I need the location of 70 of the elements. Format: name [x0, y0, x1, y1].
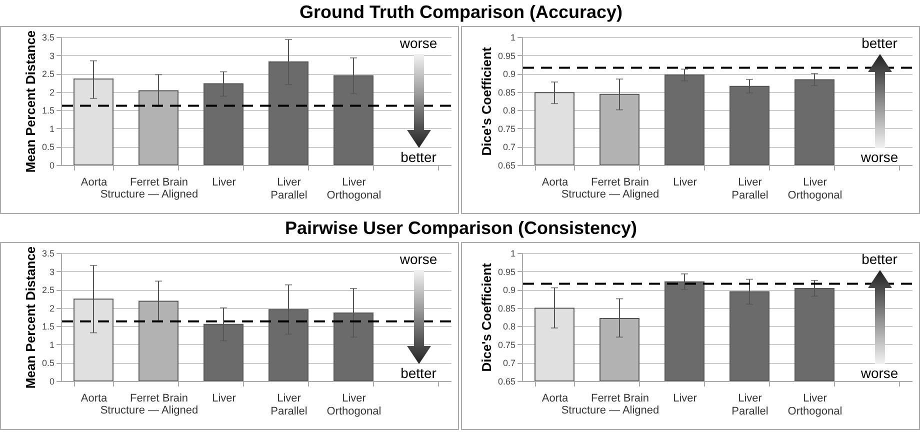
x-tick-label: Liver Parallel: [732, 176, 768, 202]
x-tick-label: Ferret Brain: [590, 176, 650, 188]
y-tick-label: 0.7: [502, 358, 516, 368]
y-tick-label: 1: [49, 124, 54, 134]
x-tick-label: Ferret Brain: [590, 392, 650, 404]
x-tick-label: Liver Orthogonal: [326, 392, 382, 418]
x-tick-label: Liver Orthogonal: [788, 176, 842, 202]
y-tick-label: 0.8: [502, 106, 516, 116]
y-tick-label: 0.8: [502, 322, 516, 332]
x-axis-title: Structure — Aligned: [561, 188, 660, 200]
x-tick-label: Liver Parallel: [270, 392, 308, 418]
chart-title: Pairwise User Comparison (Consistency): [284, 217, 638, 240]
x-tick-label: Ferret Brain: [130, 176, 188, 188]
x-tick-label: Liver Orthogonal: [326, 176, 382, 202]
y-axis-title: Dice's Coefficient: [478, 262, 494, 372]
x-axis-title: Structure — Aligned: [100, 404, 198, 416]
x-axis-title: Structure — Aligned: [561, 404, 660, 416]
y-tick-label: 0.9: [502, 285, 516, 296]
y-tick-label: 0.5: [42, 142, 54, 152]
y-tick-label: 0.75: [498, 124, 516, 134]
y-tick-label: 0.65: [498, 376, 516, 386]
chart-title: Ground Truth Comparison (Accuracy): [298, 1, 624, 24]
y-tick-label: 1: [49, 340, 54, 350]
x-tick-label: Liver Orthogonal: [788, 392, 842, 418]
y-tick-label: 0.9: [502, 69, 516, 80]
y-tick-label: 2: [49, 303, 54, 314]
y-tick-label: 0.85: [498, 303, 516, 314]
annotation: worse: [860, 149, 898, 165]
x-tick-label: Aorta: [80, 392, 108, 404]
annotation: better: [862, 35, 898, 51]
y-tick-label: 0.5: [42, 358, 54, 368]
x-tick-label: Aorta: [542, 176, 570, 188]
y-tick-label: 3: [49, 266, 54, 277]
y-axis-title: Dice's Coefficient: [478, 46, 494, 156]
y-tick-label: 0: [49, 160, 54, 170]
y-axis-title: Mean Percent Distance: [22, 246, 38, 389]
x-tick-label: Ferret Brain: [130, 392, 188, 404]
y-tick-label: 3.5: [42, 32, 54, 42]
x-tick-label: Liver: [673, 392, 698, 404]
x-tick-label: Liver: [673, 176, 698, 188]
y-tick-label: 1.5: [42, 106, 54, 116]
x-tick-label: Aorta: [80, 176, 108, 188]
y-tick-label: 0.75: [498, 340, 516, 350]
y-tick-label: 0.7: [502, 142, 516, 152]
annotation: better: [862, 251, 898, 267]
x-tick-label: Liver Parallel: [270, 176, 308, 202]
y-tick-label: 0: [49, 376, 54, 386]
y-tick-label: 1: [510, 32, 516, 42]
annotation: better: [400, 365, 437, 381]
x-axis-title: Structure — Aligned: [100, 188, 198, 200]
y-tick-label: 0.95: [498, 266, 516, 277]
annotation: worse: [398, 35, 438, 51]
x-tick-label: Liver: [212, 392, 236, 404]
x-tick-label: Aorta: [542, 392, 570, 404]
annotation: better: [400, 149, 437, 165]
y-tick-label: 2: [49, 87, 54, 98]
y-tick-label: 1: [510, 248, 516, 258]
y-tick-label: 2.5: [42, 285, 54, 296]
y-tick-label: 0.85: [498, 87, 516, 98]
y-tick-label: 3: [49, 50, 54, 61]
y-tick-label: 0.95: [498, 50, 516, 61]
y-tick-label: 1.5: [42, 322, 54, 332]
y-tick-label: 0.65: [498, 160, 516, 170]
annotation: worse: [398, 251, 438, 267]
y-tick-label: 3.5: [42, 248, 54, 258]
annotation: worse: [860, 365, 898, 381]
x-tick-label: Liver Parallel: [732, 392, 768, 418]
y-tick-label: 2.5: [42, 69, 54, 80]
y-axis-title: Mean Percent Distance: [22, 30, 38, 173]
x-tick-label: Liver: [212, 176, 236, 188]
